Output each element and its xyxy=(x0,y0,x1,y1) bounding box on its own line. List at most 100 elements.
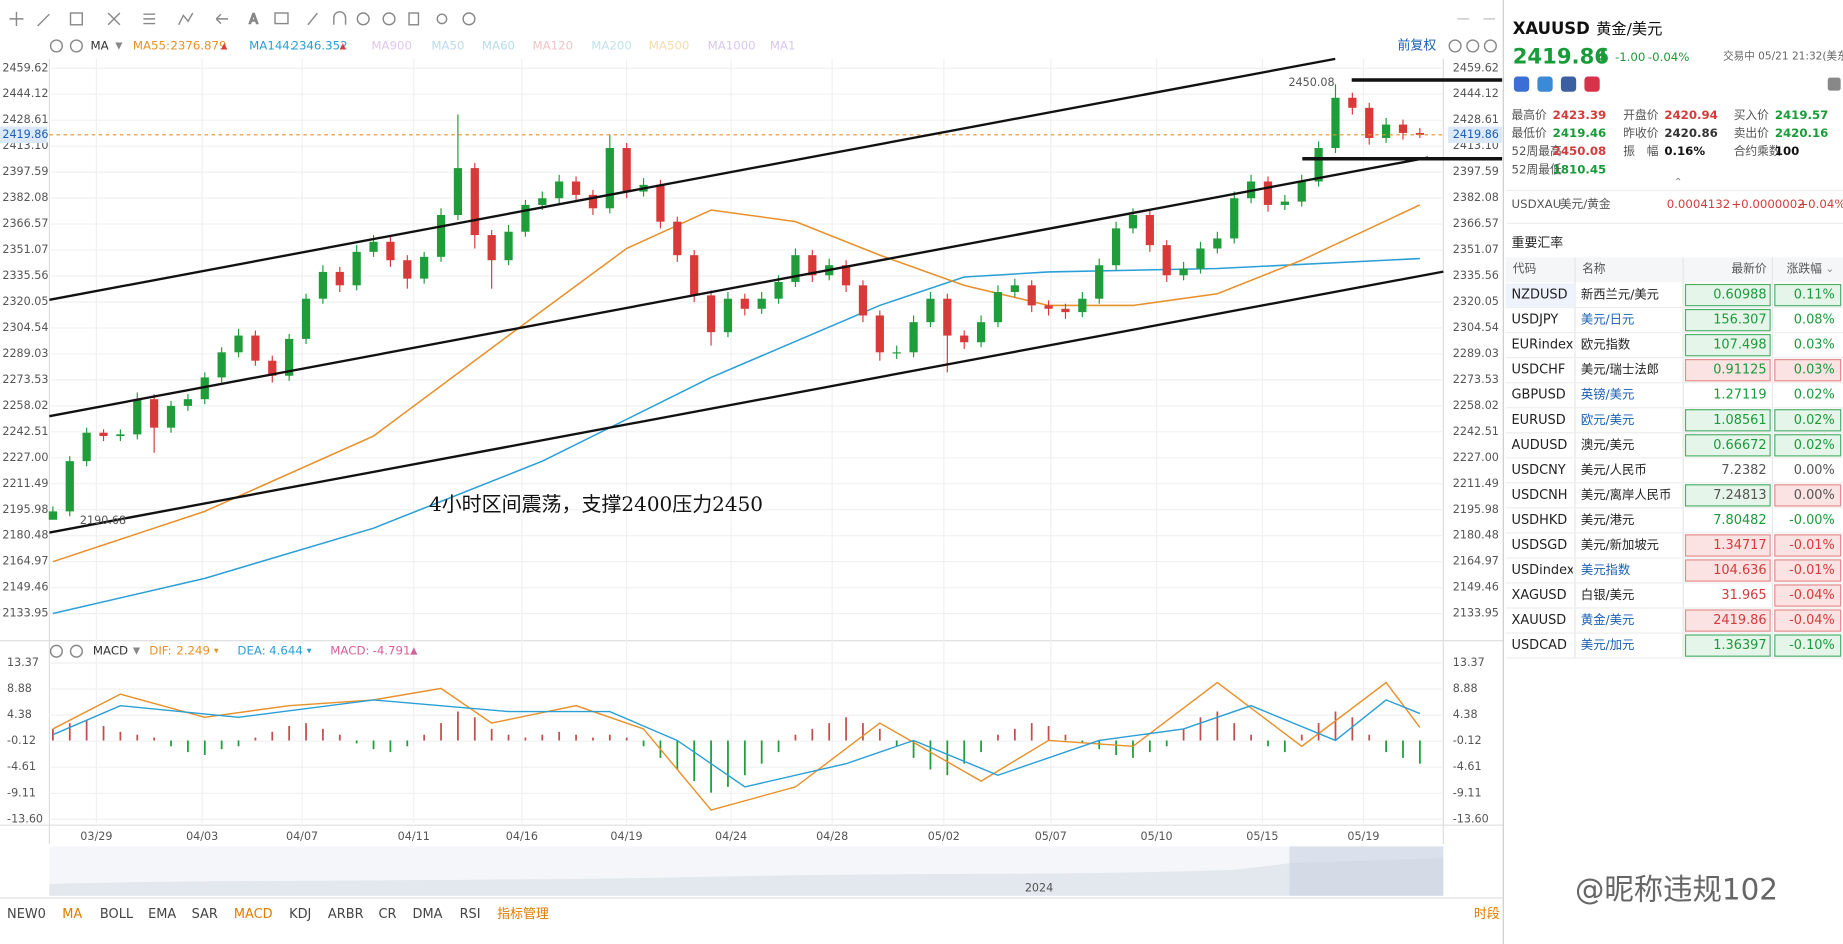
icon-fork[interactable] xyxy=(107,12,121,26)
indicator-tab[interactable]: KDJ xyxy=(289,907,311,922)
icon-rect[interactable] xyxy=(69,12,83,26)
collapse[interactable]: ⌃ xyxy=(1674,176,1683,188)
rate-name[interactable]: 美元/加元 xyxy=(1581,638,1634,652)
indicator-tab[interactable]: EMA xyxy=(148,907,176,922)
rate-code[interactable]: AUDUSD xyxy=(1512,438,1568,453)
ma-legend-name[interactable]: MA900 xyxy=(371,38,412,52)
indicator-tab[interactable]: BOLL xyxy=(100,907,134,922)
rate-code[interactable]: GBPUSD xyxy=(1512,388,1566,403)
rate-name[interactable]: 欧元指数 xyxy=(1581,337,1630,352)
ma-legend-name[interactable]: MA120 xyxy=(532,38,573,52)
indicator-tab[interactable]: 指标管理 xyxy=(497,907,549,922)
indicator-tab[interactable]: DMA xyxy=(413,907,443,922)
rate-name[interactable]: 美元/人民币 xyxy=(1581,463,1647,477)
rate-code[interactable]: USDSGD xyxy=(1512,538,1568,553)
section-title: 重要汇率 xyxy=(1512,235,1564,251)
rate-code[interactable]: USDHKD xyxy=(1512,513,1568,528)
rate-code[interactable]: XAGUSD xyxy=(1512,588,1567,603)
rate-code[interactable]: USDindex xyxy=(1512,563,1575,578)
rate-name[interactable]: 英镑/美元 xyxy=(1581,387,1634,402)
share-icon[interactable] xyxy=(1584,76,1600,92)
trend-line[interactable] xyxy=(49,57,1336,301)
rate-name[interactable]: 新西兰元/美元 xyxy=(1581,287,1659,302)
rate-code[interactable]: EURindex xyxy=(1512,338,1574,353)
ma-legend-name[interactable]: MA55: xyxy=(133,38,170,52)
icon-magnet[interactable] xyxy=(333,11,347,25)
indicator-name[interactable]: MA xyxy=(91,38,109,52)
share-icon[interactable] xyxy=(1560,76,1577,92)
rate-name[interactable]: 美元/新加坡元 xyxy=(1581,537,1659,552)
candle-body xyxy=(116,434,125,437)
rate-name[interactable]: 美元指数 xyxy=(1581,562,1630,577)
icon-move[interactable] xyxy=(9,11,24,26)
icon-hide[interactable] xyxy=(382,12,396,26)
ma-close[interactable] xyxy=(69,39,83,53)
stat-value: 2420.94 xyxy=(1664,108,1718,122)
rate-code[interactable]: USDCNH xyxy=(1512,488,1568,503)
ma-legend-name[interactable]: MA144: xyxy=(249,38,294,52)
rate-code[interactable]: USDCAD xyxy=(1512,638,1567,653)
icon-reset[interactable] xyxy=(1448,39,1462,53)
icon-note[interactable] xyxy=(274,12,289,25)
icon-text[interactable]: A xyxy=(248,12,258,28)
macd-close[interactable] xyxy=(69,644,83,658)
rate-code[interactable]: USDCHF xyxy=(1512,363,1566,378)
ma-legend-name[interactable]: MA500 xyxy=(649,38,690,52)
indicator-tab[interactable]: MACD xyxy=(234,907,273,922)
flash-cell xyxy=(1774,584,1842,607)
candle-body xyxy=(487,235,496,261)
rate-name[interactable]: 美元/瑞士法郎 xyxy=(1581,363,1659,377)
rate-code[interactable]: XAUUSD xyxy=(1512,613,1567,628)
ma-settings[interactable] xyxy=(49,39,64,53)
icon-eye[interactable] xyxy=(356,12,370,26)
icon-wave[interactable] xyxy=(178,12,194,26)
rate-name[interactable]: 美元/日元 xyxy=(1581,313,1634,327)
y-tick-label: 2382.08 xyxy=(2,191,48,204)
navigator-window[interactable] xyxy=(1289,846,1444,896)
y-tick-label: 2164.97 xyxy=(2,555,48,568)
rate-code[interactable]: USDJPY xyxy=(1512,313,1559,328)
rate-name[interactable]: 美元/港元 xyxy=(1581,513,1634,527)
trend-line[interactable] xyxy=(49,156,1429,418)
sort-icon[interactable]: ⌄ xyxy=(1825,263,1834,275)
trend-line[interactable] xyxy=(49,270,1444,534)
indicator-tab[interactable]: ARBR xyxy=(328,907,364,922)
icon-delete[interactable] xyxy=(408,12,420,26)
rate-name[interactable]: 美元/离岸人民币 xyxy=(1581,487,1671,502)
alert-icon[interactable] xyxy=(1827,77,1841,91)
rate-name[interactable]: 欧元/美元 xyxy=(1581,413,1634,427)
rate-code[interactable]: USDCNY xyxy=(1512,463,1566,478)
rate-code[interactable]: EURUSD xyxy=(1512,413,1566,428)
icon-arrow[interactable] xyxy=(215,13,229,25)
rate-code[interactable]: NZDUSD xyxy=(1512,288,1568,303)
adjust-button[interactable]: 前复权 xyxy=(1398,37,1437,53)
icon-zoom-out[interactable] xyxy=(1466,39,1480,53)
rate-change: 0.00% xyxy=(1794,488,1835,503)
icon-fib[interactable] xyxy=(143,13,156,25)
ma-legend-name[interactable]: MA1 xyxy=(770,38,796,52)
indicator-tab[interactable]: CR xyxy=(378,907,396,922)
share-icon[interactable] xyxy=(1537,76,1553,92)
indicator-tab[interactable]: NEW0 xyxy=(7,907,46,922)
ma-legend-name[interactable]: MA200 xyxy=(591,38,632,52)
ma-legend-name[interactable]: MA1000 xyxy=(708,38,756,52)
candle-body xyxy=(318,271,328,299)
icon-link[interactable] xyxy=(436,13,448,25)
icon-line[interactable] xyxy=(37,13,50,27)
rate-name[interactable]: 白银/美元 xyxy=(1581,587,1634,602)
indicator-tab[interactable]: RSI xyxy=(460,907,481,922)
rate-name[interactable]: 黄金/美元 xyxy=(1581,612,1634,627)
icon-measure[interactable] xyxy=(307,12,318,26)
icon-zoom-in[interactable] xyxy=(1483,39,1497,53)
rate-name[interactable]: 澳元/美元 xyxy=(1581,438,1634,452)
share-icon[interactable] xyxy=(1513,76,1530,92)
candle-body xyxy=(740,298,749,309)
ma-legend-name[interactable]: MA60 xyxy=(482,38,515,52)
macd-settings[interactable] xyxy=(49,644,64,658)
icon-settings[interactable] xyxy=(462,12,476,26)
indicator-tab[interactable]: MA xyxy=(62,907,82,922)
period-tab[interactable]: 时段 xyxy=(1474,907,1500,922)
indicator-name[interactable]: MACD xyxy=(93,644,128,658)
ma-legend-name[interactable]: MA50 xyxy=(431,38,464,52)
indicator-tab[interactable]: SAR xyxy=(192,907,218,922)
